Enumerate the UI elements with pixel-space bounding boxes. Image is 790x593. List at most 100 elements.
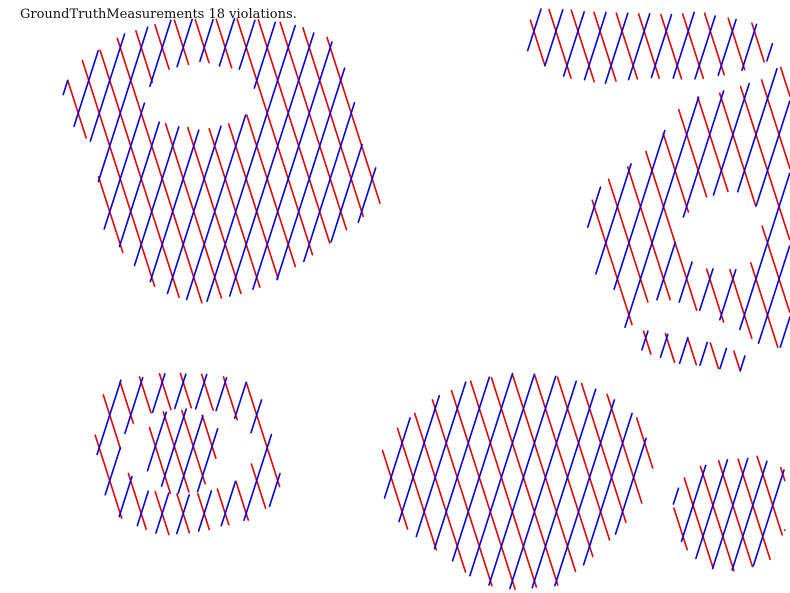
blue-hatch-line bbox=[779, 316, 790, 348]
blue-hatch-line bbox=[268, 472, 281, 508]
red-hatch-line bbox=[642, 330, 652, 355]
blue-hatch-line bbox=[118, 121, 161, 248]
blue-hatch-line bbox=[177, 415, 204, 495]
blue-hatch-line bbox=[613, 129, 666, 291]
blue-hatch-line bbox=[717, 18, 737, 76]
blue-hatch-line bbox=[641, 330, 649, 351]
red-hatch-line bbox=[236, 18, 314, 256]
blue-hatch-line bbox=[398, 394, 441, 523]
blue-hatch-line bbox=[199, 18, 214, 63]
red-hatch-line bbox=[751, 22, 766, 63]
blue-hatch-line bbox=[415, 381, 467, 538]
red-hatch-line bbox=[718, 92, 757, 207]
red-hatch-line bbox=[533, 374, 594, 558]
red-hatch-line bbox=[686, 336, 698, 366]
blue-hatch-line bbox=[738, 172, 790, 331]
blue-hatch-line bbox=[678, 336, 689, 365]
blue-hatch-line bbox=[330, 143, 363, 243]
blue-hatch-line bbox=[149, 129, 200, 283]
red-hatch-line bbox=[431, 399, 493, 587]
blue-hatch-line bbox=[678, 261, 693, 303]
red-hatch-line bbox=[208, 127, 261, 289]
blue-hatch-line bbox=[583, 11, 607, 81]
blue-hatch-line bbox=[252, 41, 333, 291]
red-hatch-line bbox=[194, 18, 210, 64]
red-hatch-line bbox=[662, 132, 690, 213]
blue-hatch-line bbox=[238, 19, 256, 70]
blue-hatch-line bbox=[694, 15, 717, 80]
blue-hatch-line bbox=[243, 433, 273, 522]
blue-hatch-line bbox=[220, 480, 237, 527]
blue-hatch-line bbox=[755, 100, 790, 207]
blue-hatch-line bbox=[526, 8, 542, 52]
blue-hatch-line bbox=[531, 388, 597, 589]
red-hatch-line bbox=[760, 79, 790, 170]
blue-hatch-line bbox=[302, 102, 356, 263]
blue-hatch-line bbox=[695, 458, 729, 560]
red-hatch-line bbox=[250, 463, 267, 510]
red-hatch-line bbox=[683, 477, 714, 569]
red-hatch-line bbox=[733, 350, 742, 372]
red-hatch-line bbox=[739, 85, 790, 241]
blue-hatch-line bbox=[228, 32, 315, 297]
blue-hatch-line bbox=[712, 82, 751, 196]
blue-hatch-line bbox=[185, 114, 247, 301]
blue-hatch-line bbox=[96, 379, 122, 456]
red-hatch-line bbox=[326, 36, 381, 204]
blue-hatch-line bbox=[133, 126, 180, 267]
blue-hatch-line bbox=[357, 167, 377, 223]
blue-hatch-line bbox=[604, 12, 629, 84]
red-hatch-line bbox=[245, 381, 281, 488]
red-hatch-line bbox=[593, 11, 617, 82]
blue-hatch-line bbox=[176, 494, 190, 535]
red-hatch-line bbox=[615, 12, 639, 80]
red-hatch-line bbox=[749, 262, 779, 349]
red-hatch-line bbox=[490, 376, 559, 586]
red-hatch-line bbox=[570, 9, 596, 83]
hatch-layer bbox=[62, 8, 790, 591]
blue-hatch-line bbox=[656, 241, 677, 301]
red-hatch-line bbox=[779, 66, 790, 97]
blue-hatch-line bbox=[757, 245, 790, 345]
blue-hatch-line bbox=[698, 268, 714, 312]
red-hatch-line bbox=[381, 449, 409, 530]
red-hatch-line bbox=[729, 268, 753, 340]
red-hatch-line bbox=[737, 458, 771, 561]
red-hatch-line bbox=[102, 394, 122, 451]
red-hatch-line bbox=[135, 30, 154, 84]
blue-hatch-line bbox=[650, 13, 673, 79]
blue-hatch-line bbox=[614, 437, 647, 535]
blue-hatch-line bbox=[151, 372, 166, 414]
blue-hatch-line bbox=[627, 13, 651, 81]
red-hatch-line bbox=[727, 17, 746, 71]
red-hatch-line bbox=[677, 108, 708, 198]
blue-hatch-line bbox=[741, 23, 758, 71]
blue-hatch-line bbox=[509, 380, 578, 590]
blue-hatch-line bbox=[766, 42, 774, 62]
red-hatch-line bbox=[660, 13, 683, 80]
red-hatch-line bbox=[81, 59, 156, 288]
red-hatch-line bbox=[709, 342, 720, 370]
red-hatch-line bbox=[699, 465, 735, 572]
blue-hatch-line bbox=[174, 373, 187, 410]
red-hatch-line bbox=[681, 13, 705, 80]
red-hatch-line bbox=[696, 96, 729, 193]
blue-hatch-line bbox=[62, 79, 69, 96]
blue-hatch-line bbox=[73, 49, 99, 128]
red-hatch-line bbox=[756, 455, 784, 536]
red-hatch-line bbox=[197, 492, 211, 531]
blue-hatch-line bbox=[196, 427, 219, 493]
blue-hatch-line bbox=[155, 492, 170, 534]
blue-hatch-line bbox=[739, 355, 746, 372]
red-hatch-line bbox=[127, 472, 147, 531]
blue-hatch-line bbox=[124, 376, 144, 435]
red-hatch-line bbox=[215, 18, 233, 69]
blue-hatch-line bbox=[488, 375, 557, 586]
red-hatch-line bbox=[173, 19, 190, 66]
blue-hatch-line bbox=[731, 460, 768, 571]
red-hatch-line bbox=[450, 389, 516, 591]
red-hatch-line bbox=[158, 372, 172, 411]
blue-hatch-line bbox=[215, 376, 228, 412]
red-hatch-line bbox=[246, 114, 297, 268]
